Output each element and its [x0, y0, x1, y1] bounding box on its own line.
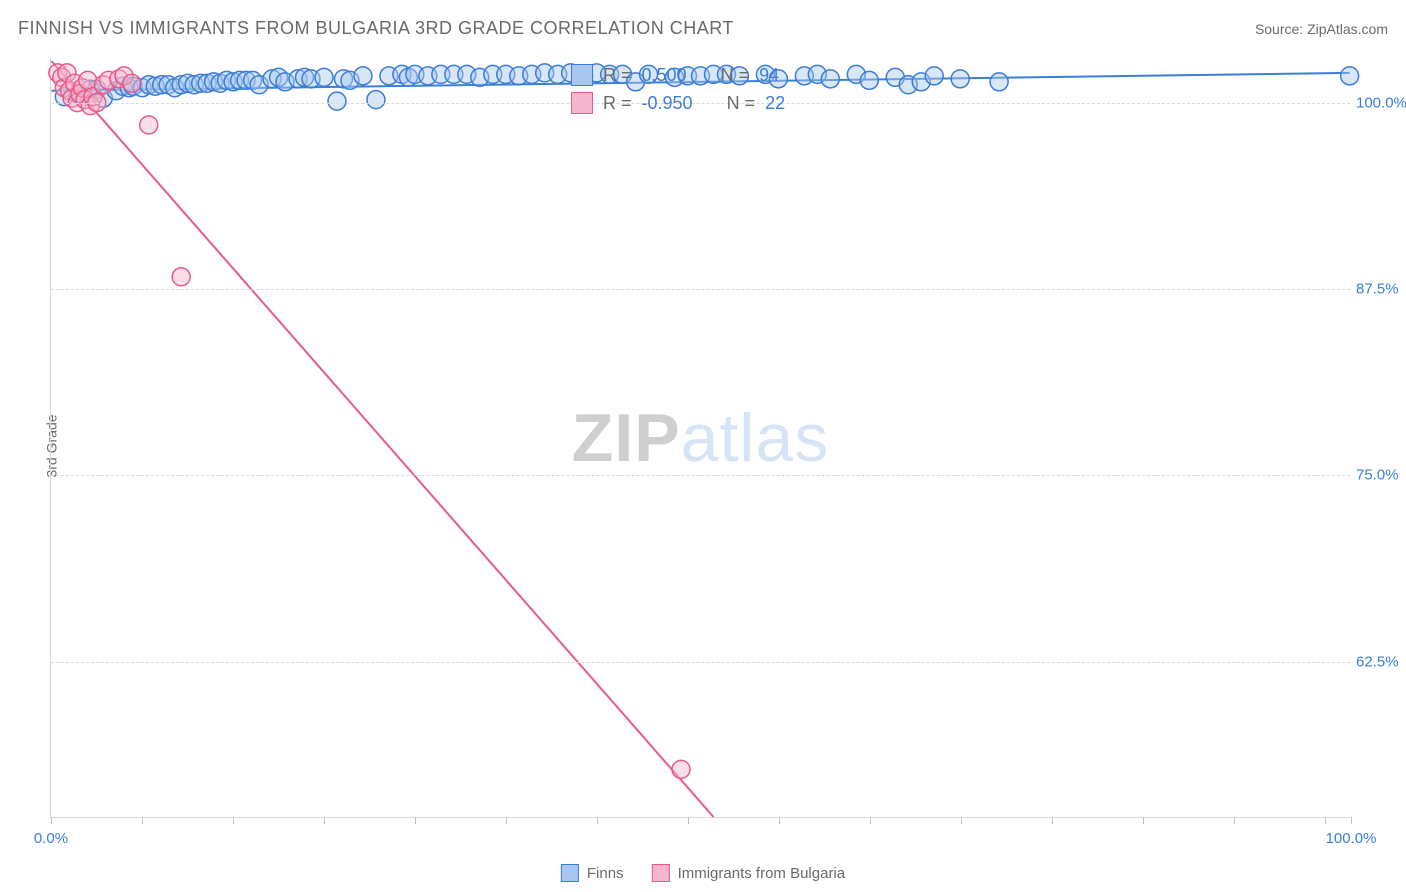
x-tick: [324, 817, 325, 824]
gridline: [51, 289, 1350, 290]
scatter-point: [328, 92, 346, 110]
x-tick: [961, 817, 962, 824]
scatter-point: [1341, 67, 1359, 85]
plot-area: ZIPatlas 100.0%87.5%75.0%62.5% 0.0%100.0…: [50, 58, 1350, 818]
x-tick: [415, 817, 416, 824]
stat-n-label: N =: [727, 93, 756, 114]
stat-r-value: 0.500: [642, 65, 687, 86]
chart-title: FINNISH VS IMMIGRANTS FROM BULGARIA 3RD …: [18, 18, 734, 39]
scatter-point: [821, 70, 839, 88]
plot-svg: [51, 58, 1350, 817]
scatter-point: [925, 67, 943, 85]
legend-label: Finns: [587, 865, 624, 882]
stats-row-Finns: R = 0.500 N = 94: [571, 64, 785, 86]
stats-swatch: [571, 64, 593, 86]
stats-swatch: [571, 92, 593, 114]
stat-n-value: 22: [765, 93, 785, 114]
y-tick-label: 75.0%: [1356, 467, 1406, 484]
stat-n-value: 94: [759, 65, 779, 86]
stat-n-label: N =: [721, 65, 750, 86]
correlation-stats-box: R = 0.500 N = 94 R = -0.950 N = 22: [571, 64, 785, 114]
y-tick-label: 100.0%: [1356, 94, 1406, 111]
legend-label: Immigrants from Bulgaria: [678, 865, 846, 882]
stat-r-label: R =: [603, 65, 632, 86]
source-value: ZipAtlas.com: [1307, 21, 1388, 37]
x-tick: [1052, 817, 1053, 824]
scatter-point: [123, 74, 141, 92]
trendline-ImmigrantsBulgaria: [51, 61, 713, 817]
x-tick: [870, 817, 871, 824]
x-tick: [597, 817, 598, 824]
y-tick-label: 62.5%: [1356, 653, 1406, 670]
source-attribution: Source: ZipAtlas.com: [1255, 21, 1388, 37]
x-tick: [51, 817, 52, 824]
legend-item-Finns: Finns: [561, 864, 624, 882]
legend: Finns Immigrants from Bulgaria: [561, 864, 845, 882]
x-tick: [1143, 817, 1144, 824]
source-label: Source:: [1255, 21, 1303, 37]
x-tick: [1234, 817, 1235, 824]
chart-header: FINNISH VS IMMIGRANTS FROM BULGARIA 3RD …: [18, 18, 1388, 39]
x-tick-label: 0.0%: [34, 830, 68, 847]
x-tick: [142, 817, 143, 824]
x-tick: [506, 817, 507, 824]
legend-swatch: [561, 864, 579, 882]
legend-item-ImmigrantsBulgaria: Immigrants from Bulgaria: [652, 864, 846, 882]
scatter-point: [367, 91, 385, 109]
gridline: [51, 475, 1350, 476]
gridline: [51, 662, 1350, 663]
x-tick-label: 100.0%: [1326, 830, 1377, 847]
scatter-point: [140, 116, 158, 134]
scatter-point: [860, 71, 878, 89]
stat-r-value: -0.950: [642, 93, 693, 114]
stat-r-label: R =: [603, 93, 632, 114]
x-tick: [688, 817, 689, 824]
stats-row-ImmigrantsBulgaria: R = -0.950 N = 22: [571, 92, 785, 114]
scatter-point: [951, 70, 969, 88]
legend-swatch: [652, 864, 670, 882]
scatter-point: [315, 68, 333, 86]
x-tick: [1351, 817, 1352, 824]
x-tick: [779, 817, 780, 824]
x-tick: [1325, 817, 1326, 824]
y-tick-label: 87.5%: [1356, 280, 1406, 297]
x-tick: [233, 817, 234, 824]
scatter-point: [354, 67, 372, 85]
scatter-point: [990, 73, 1008, 91]
scatter-point: [172, 268, 190, 286]
scatter-point: [672, 760, 690, 778]
